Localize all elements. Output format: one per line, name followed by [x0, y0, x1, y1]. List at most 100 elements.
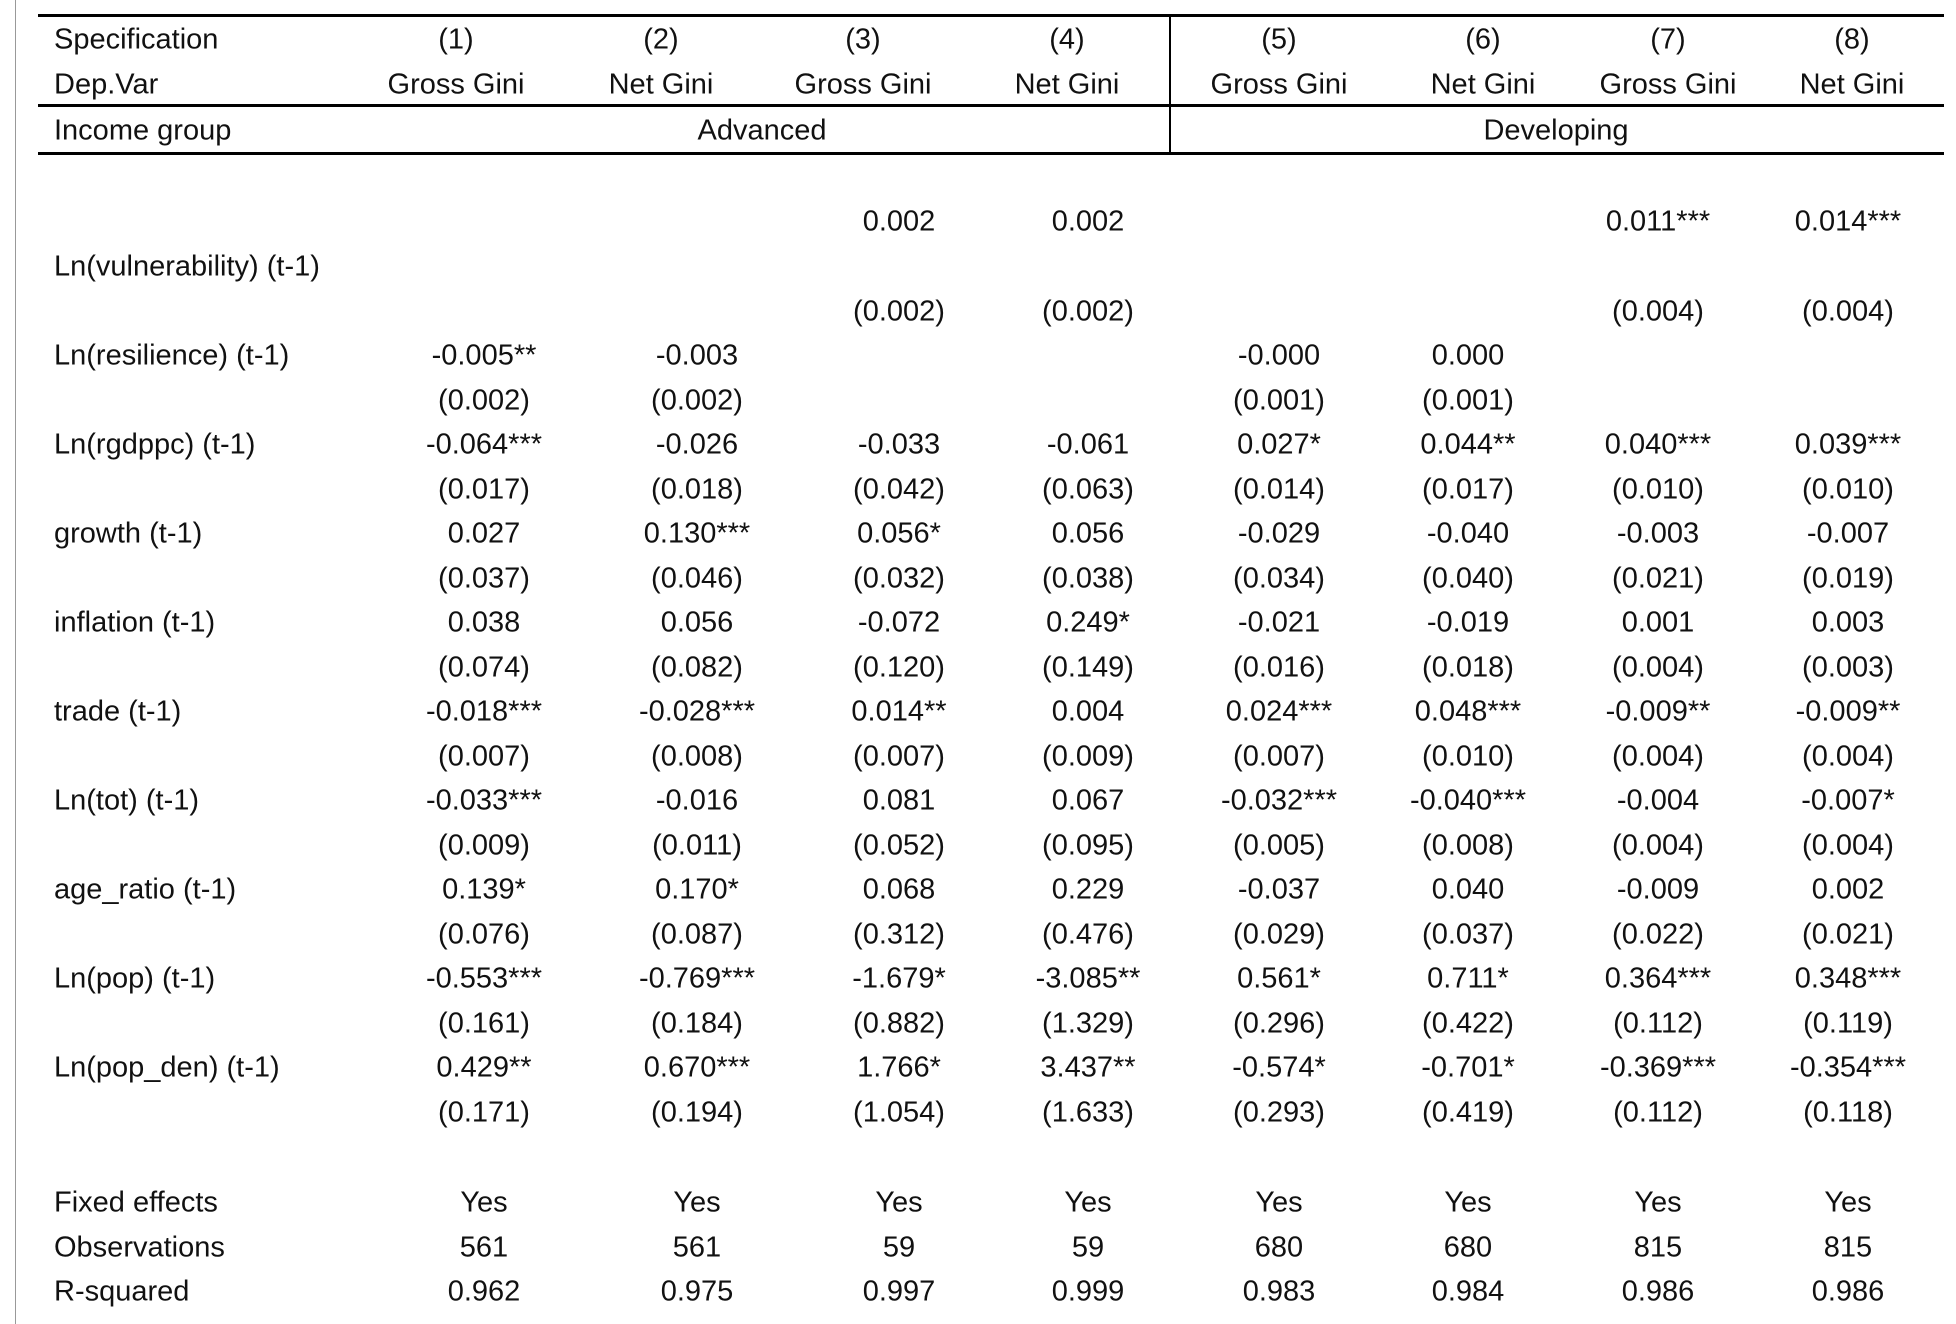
se-cell: (0.004) [1802, 740, 1894, 773]
coef-cell: -0.009** [1605, 695, 1711, 728]
row-label: Ln(vulnerability) (t-1) [54, 250, 320, 283]
se-cell: (0.007) [438, 740, 530, 773]
top-rule [38, 14, 1944, 17]
coef-cell: -0.018*** [425, 695, 543, 728]
coef-cell: 3.437** [1040, 1051, 1136, 1084]
depvar-label: Dep.Var [54, 68, 159, 101]
coef-cell: -0.009** [1795, 695, 1901, 728]
se-cell: (0.010) [1422, 740, 1514, 773]
group-divider [1169, 14, 1171, 154]
se-cell: (0.017) [1422, 473, 1514, 506]
se-cell: (0.476) [1042, 918, 1134, 951]
coef-cell: -0.037 [1237, 873, 1321, 906]
footer-cell: 680 [1254, 1231, 1304, 1264]
dep-var: Net Gini [608, 68, 714, 101]
group-developing: Developing [1483, 114, 1629, 147]
footer-cell: 0.962 [447, 1275, 521, 1308]
se-cell: (0.095) [1042, 829, 1134, 862]
se-cell: (0.017) [438, 473, 530, 506]
coef-cell: -0.007* [1801, 784, 1895, 817]
coef-cell: 0.561* [1237, 962, 1321, 995]
se-cell: (0.002) [1042, 295, 1134, 328]
se-cell: (0.004) [1612, 740, 1704, 773]
footer-label: R-squared [54, 1275, 190, 1308]
footer-cell: 561 [672, 1231, 722, 1264]
dep-var: Net Gini [1430, 68, 1536, 101]
dep-var: Gross Gini [1599, 68, 1737, 101]
se-cell: (0.040) [1422, 562, 1514, 595]
coef-cell: -0.003 [655, 339, 739, 372]
se-cell: (1.329) [1042, 1007, 1134, 1040]
header-rule [38, 104, 1944, 107]
footer-cell: 0.997 [862, 1275, 936, 1308]
coef-cell: -0.553*** [425, 962, 543, 995]
coef-cell: 0.670*** [643, 1051, 751, 1084]
coef-cell: -0.016 [655, 784, 739, 817]
coef-cell: 0.130*** [643, 517, 751, 550]
footer-cell: Yes [1255, 1186, 1303, 1219]
se-cell: (0.029) [1233, 918, 1325, 951]
coef-cell: -0.354*** [1789, 1051, 1907, 1084]
coef-cell: -0.009 [1616, 873, 1700, 906]
spec-number: (8) [1834, 23, 1870, 56]
coef-cell: -0.021 [1237, 606, 1321, 639]
coef-cell: 0.001 [1621, 606, 1695, 639]
se-cell: (1.054) [853, 1096, 945, 1129]
se-cell: (0.074) [438, 651, 530, 684]
spec-number: (5) [1261, 23, 1297, 56]
coef-cell: 0.056 [660, 606, 734, 639]
spec-number: (1) [438, 23, 474, 56]
coef-cell: -0.033*** [425, 784, 543, 817]
dep-var: Net Gini [1014, 68, 1120, 101]
coef-cell: -0.019 [1426, 606, 1510, 639]
se-cell: (0.112) [1613, 1096, 1703, 1129]
coef-cell: 0.038 [447, 606, 521, 639]
se-cell: (0.021) [1802, 918, 1894, 951]
coef-cell: 0.067 [1051, 784, 1125, 817]
row-label: inflation (t-1) [54, 606, 216, 639]
footer-cell: Yes [1064, 1186, 1112, 1219]
se-cell: (0.184) [651, 1007, 743, 1040]
coef-cell: -0.040 [1426, 517, 1510, 550]
se-cell: (0.008) [1422, 829, 1514, 862]
coef-cell: 0.014*** [1794, 205, 1902, 238]
se-cell: (0.119) [1803, 1007, 1893, 1040]
se-cell: (0.018) [651, 473, 743, 506]
footer-cell: 815 [1633, 1231, 1683, 1264]
se-cell: (0.149) [1042, 651, 1134, 684]
footer-cell: 561 [459, 1231, 509, 1264]
coef-cell: -3.085** [1035, 962, 1141, 995]
coef-cell: -0.026 [655, 428, 739, 461]
coef-cell: 0.024*** [1225, 695, 1333, 728]
se-cell: (0.018) [1422, 651, 1514, 684]
se-cell: (0.021) [1612, 562, 1704, 595]
se-cell: (0.293) [1233, 1096, 1325, 1129]
se-cell: (0.296) [1233, 1007, 1325, 1040]
coef-cell: -0.007 [1806, 517, 1890, 550]
coef-cell: -0.769*** [638, 962, 756, 995]
spec-number: (7) [1650, 23, 1686, 56]
se-cell: (0.312) [853, 918, 945, 951]
se-cell: (0.009) [438, 829, 530, 862]
coef-cell: -0.072 [857, 606, 941, 639]
coef-cell: -0.005** [431, 339, 537, 372]
footer-cell: Yes [875, 1186, 923, 1219]
footer-cell: 815 [1823, 1231, 1873, 1264]
coef-cell: 0.040*** [1604, 428, 1712, 461]
se-cell: (0.004) [1802, 295, 1894, 328]
coef-cell: 0.068 [862, 873, 936, 906]
se-cell: (0.882) [853, 1007, 945, 1040]
se-cell: (0.009) [1042, 740, 1134, 773]
footer-cell: Yes [1634, 1186, 1682, 1219]
se-cell: (0.038) [1042, 562, 1134, 595]
footer-cell: Yes [1824, 1186, 1872, 1219]
row-label: Ln(resilience) (t-1) [54, 339, 290, 372]
coef-cell: -0.033 [857, 428, 941, 461]
se-cell: (0.037) [438, 562, 530, 595]
coef-cell: -0.029 [1237, 517, 1321, 550]
se-cell: (0.010) [1802, 473, 1894, 506]
coef-cell: 0.711* [1427, 962, 1509, 995]
footer-label: Fixed effects [54, 1186, 218, 1219]
se-cell: (0.001) [1233, 384, 1325, 417]
se-cell: (0.003) [1802, 651, 1894, 684]
